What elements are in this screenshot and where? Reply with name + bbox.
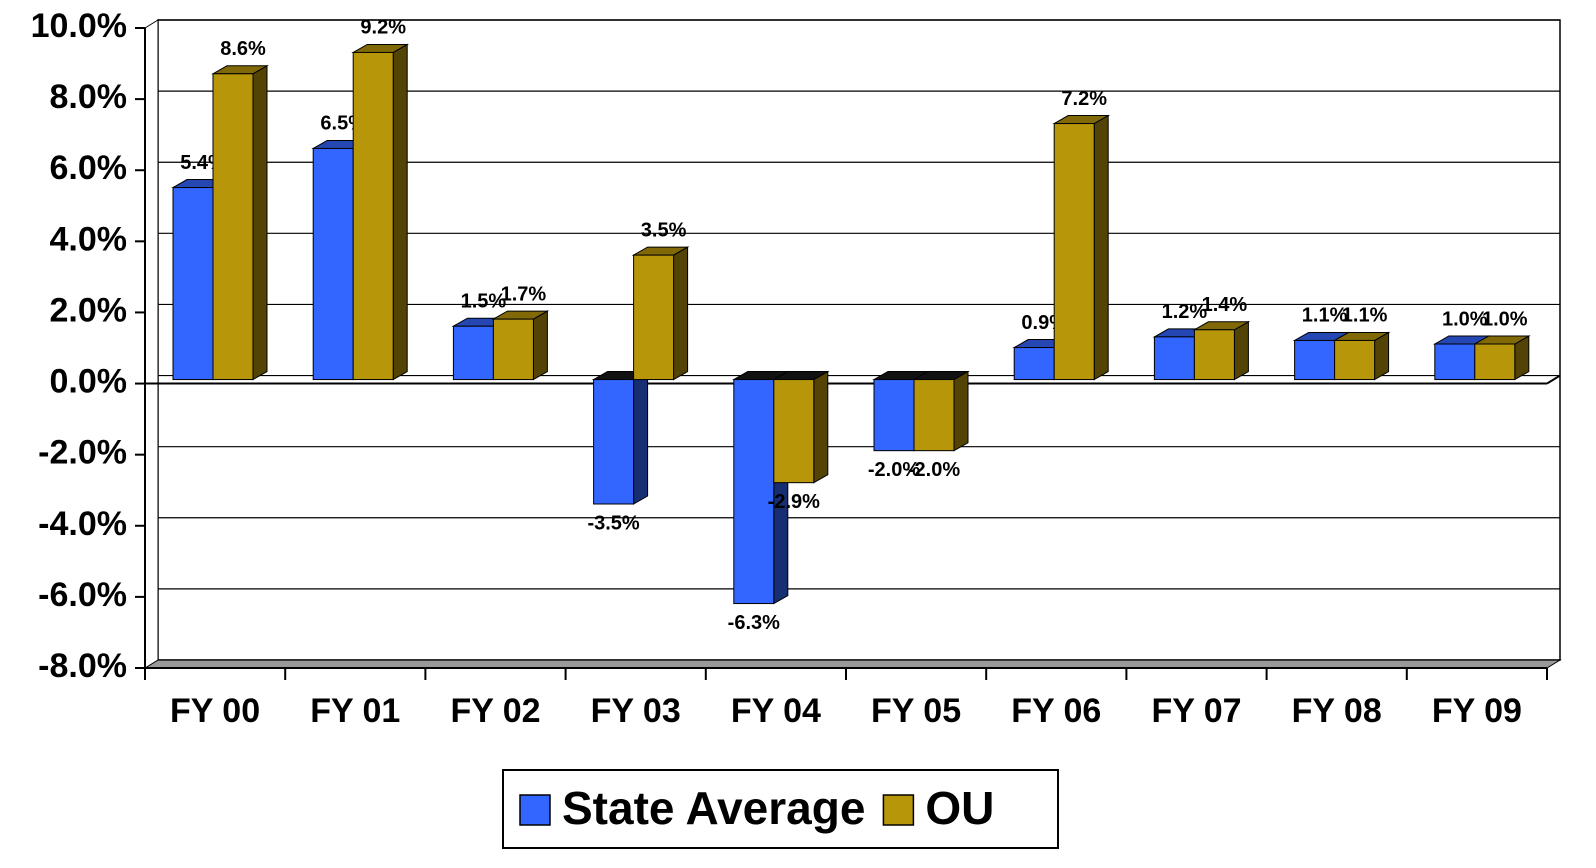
bar: [351, 43, 410, 381]
value-label: -2.0%: [868, 459, 920, 481]
legend-swatch: [882, 794, 915, 826]
x-tick-label: FY 08: [1292, 692, 1382, 730]
value-label: 1.0%: [1442, 308, 1488, 330]
x-tick-label: FY 01: [310, 692, 400, 730]
legend-label: OU: [925, 782, 994, 834]
bar-front: [773, 379, 815, 484]
bar: [1472, 335, 1531, 381]
bar-front: [212, 73, 254, 381]
value-label: 1.2%: [1162, 301, 1208, 323]
y-tick-label: 8.0%: [50, 78, 128, 116]
bar-front: [1434, 343, 1476, 381]
x-tick-label: FY 09: [1432, 692, 1522, 730]
bar-front: [1193, 329, 1235, 381]
legend: State Average OU: [502, 769, 1059, 849]
bar-side: [532, 310, 548, 381]
bar: [491, 310, 550, 381]
value-label: 1.4%: [1202, 294, 1248, 316]
bar-side: [953, 370, 969, 452]
bar-front: [1474, 343, 1516, 381]
bar-side: [252, 64, 268, 381]
bar-front: [733, 379, 775, 605]
value-label: 8.6%: [220, 38, 266, 60]
value-label: 3.5%: [641, 219, 687, 241]
bar-front: [452, 325, 494, 381]
bar-side: [813, 370, 829, 484]
bar-front: [1294, 339, 1336, 381]
x-tick-label: FY 02: [450, 692, 540, 730]
y-tick-label: -2.0%: [38, 434, 127, 472]
x-tick-label: FY 06: [1011, 692, 1101, 730]
bar-front: [633, 254, 675, 381]
bar: [771, 370, 830, 484]
value-label: -3.5%: [587, 512, 639, 534]
y-tick-label: 6.0%: [50, 149, 128, 187]
bar-front: [352, 51, 394, 381]
floor: [143, 659, 1562, 669]
y-tick-label: 4.0%: [50, 220, 128, 258]
bar-front: [1334, 339, 1376, 381]
bar-front: [873, 379, 915, 452]
value-label: 1.5%: [461, 291, 507, 313]
legend-swatch: [519, 794, 551, 826]
value-label: 1.1%: [1302, 305, 1348, 327]
zero-line-right: [1546, 374, 1561, 385]
value-label: 1.1%: [1342, 305, 1388, 327]
y-tick-label: 10.0%: [31, 7, 127, 45]
bar-front: [1053, 123, 1095, 381]
bar-side: [633, 370, 649, 505]
y-tick-label: 0.0%: [50, 363, 128, 401]
y-tick-label: 2.0%: [50, 291, 128, 329]
bar: [631, 246, 690, 381]
legend-label: State Average: [562, 782, 865, 834]
bar-front: [913, 379, 955, 452]
x-tick-label: FY 04: [731, 692, 821, 730]
value-label: -2.0%: [908, 459, 960, 481]
bar: [591, 370, 650, 505]
y-tick-label: -8.0%: [38, 647, 127, 685]
value-label: 1.7%: [501, 283, 547, 305]
left-wall: [144, 19, 159, 669]
bar-front: [593, 379, 635, 505]
y-tick-label: -4.0%: [38, 505, 127, 543]
y-tick-label: -6.0%: [38, 576, 127, 614]
legend-box: [502, 769, 1059, 849]
bar-front: [312, 147, 354, 381]
value-label: 1.0%: [1482, 308, 1528, 330]
value-label: 9.2%: [360, 17, 406, 39]
value-label: 7.2%: [1061, 88, 1107, 110]
value-label: -6.3%: [728, 612, 780, 634]
bar-side: [1093, 114, 1109, 381]
bar: [211, 64, 269, 381]
bar: [1052, 114, 1111, 381]
bar-front: [172, 187, 214, 381]
x-tick-label: FY 00: [170, 692, 260, 730]
bar-side: [673, 246, 689, 381]
bar-front: [1153, 336, 1195, 381]
bar-front: [492, 318, 534, 381]
bar: [912, 370, 970, 452]
bar-side: [1233, 320, 1249, 381]
x-tick-label: FY 03: [591, 692, 681, 730]
bar: [1332, 331, 1391, 381]
bar: [1192, 320, 1251, 381]
x-tick-label: FY 07: [1151, 692, 1241, 730]
x-tick-label: FY 05: [871, 692, 961, 730]
bar-front: [1013, 347, 1055, 381]
value-label: -2.9%: [768, 491, 820, 513]
bar-side: [392, 43, 408, 381]
